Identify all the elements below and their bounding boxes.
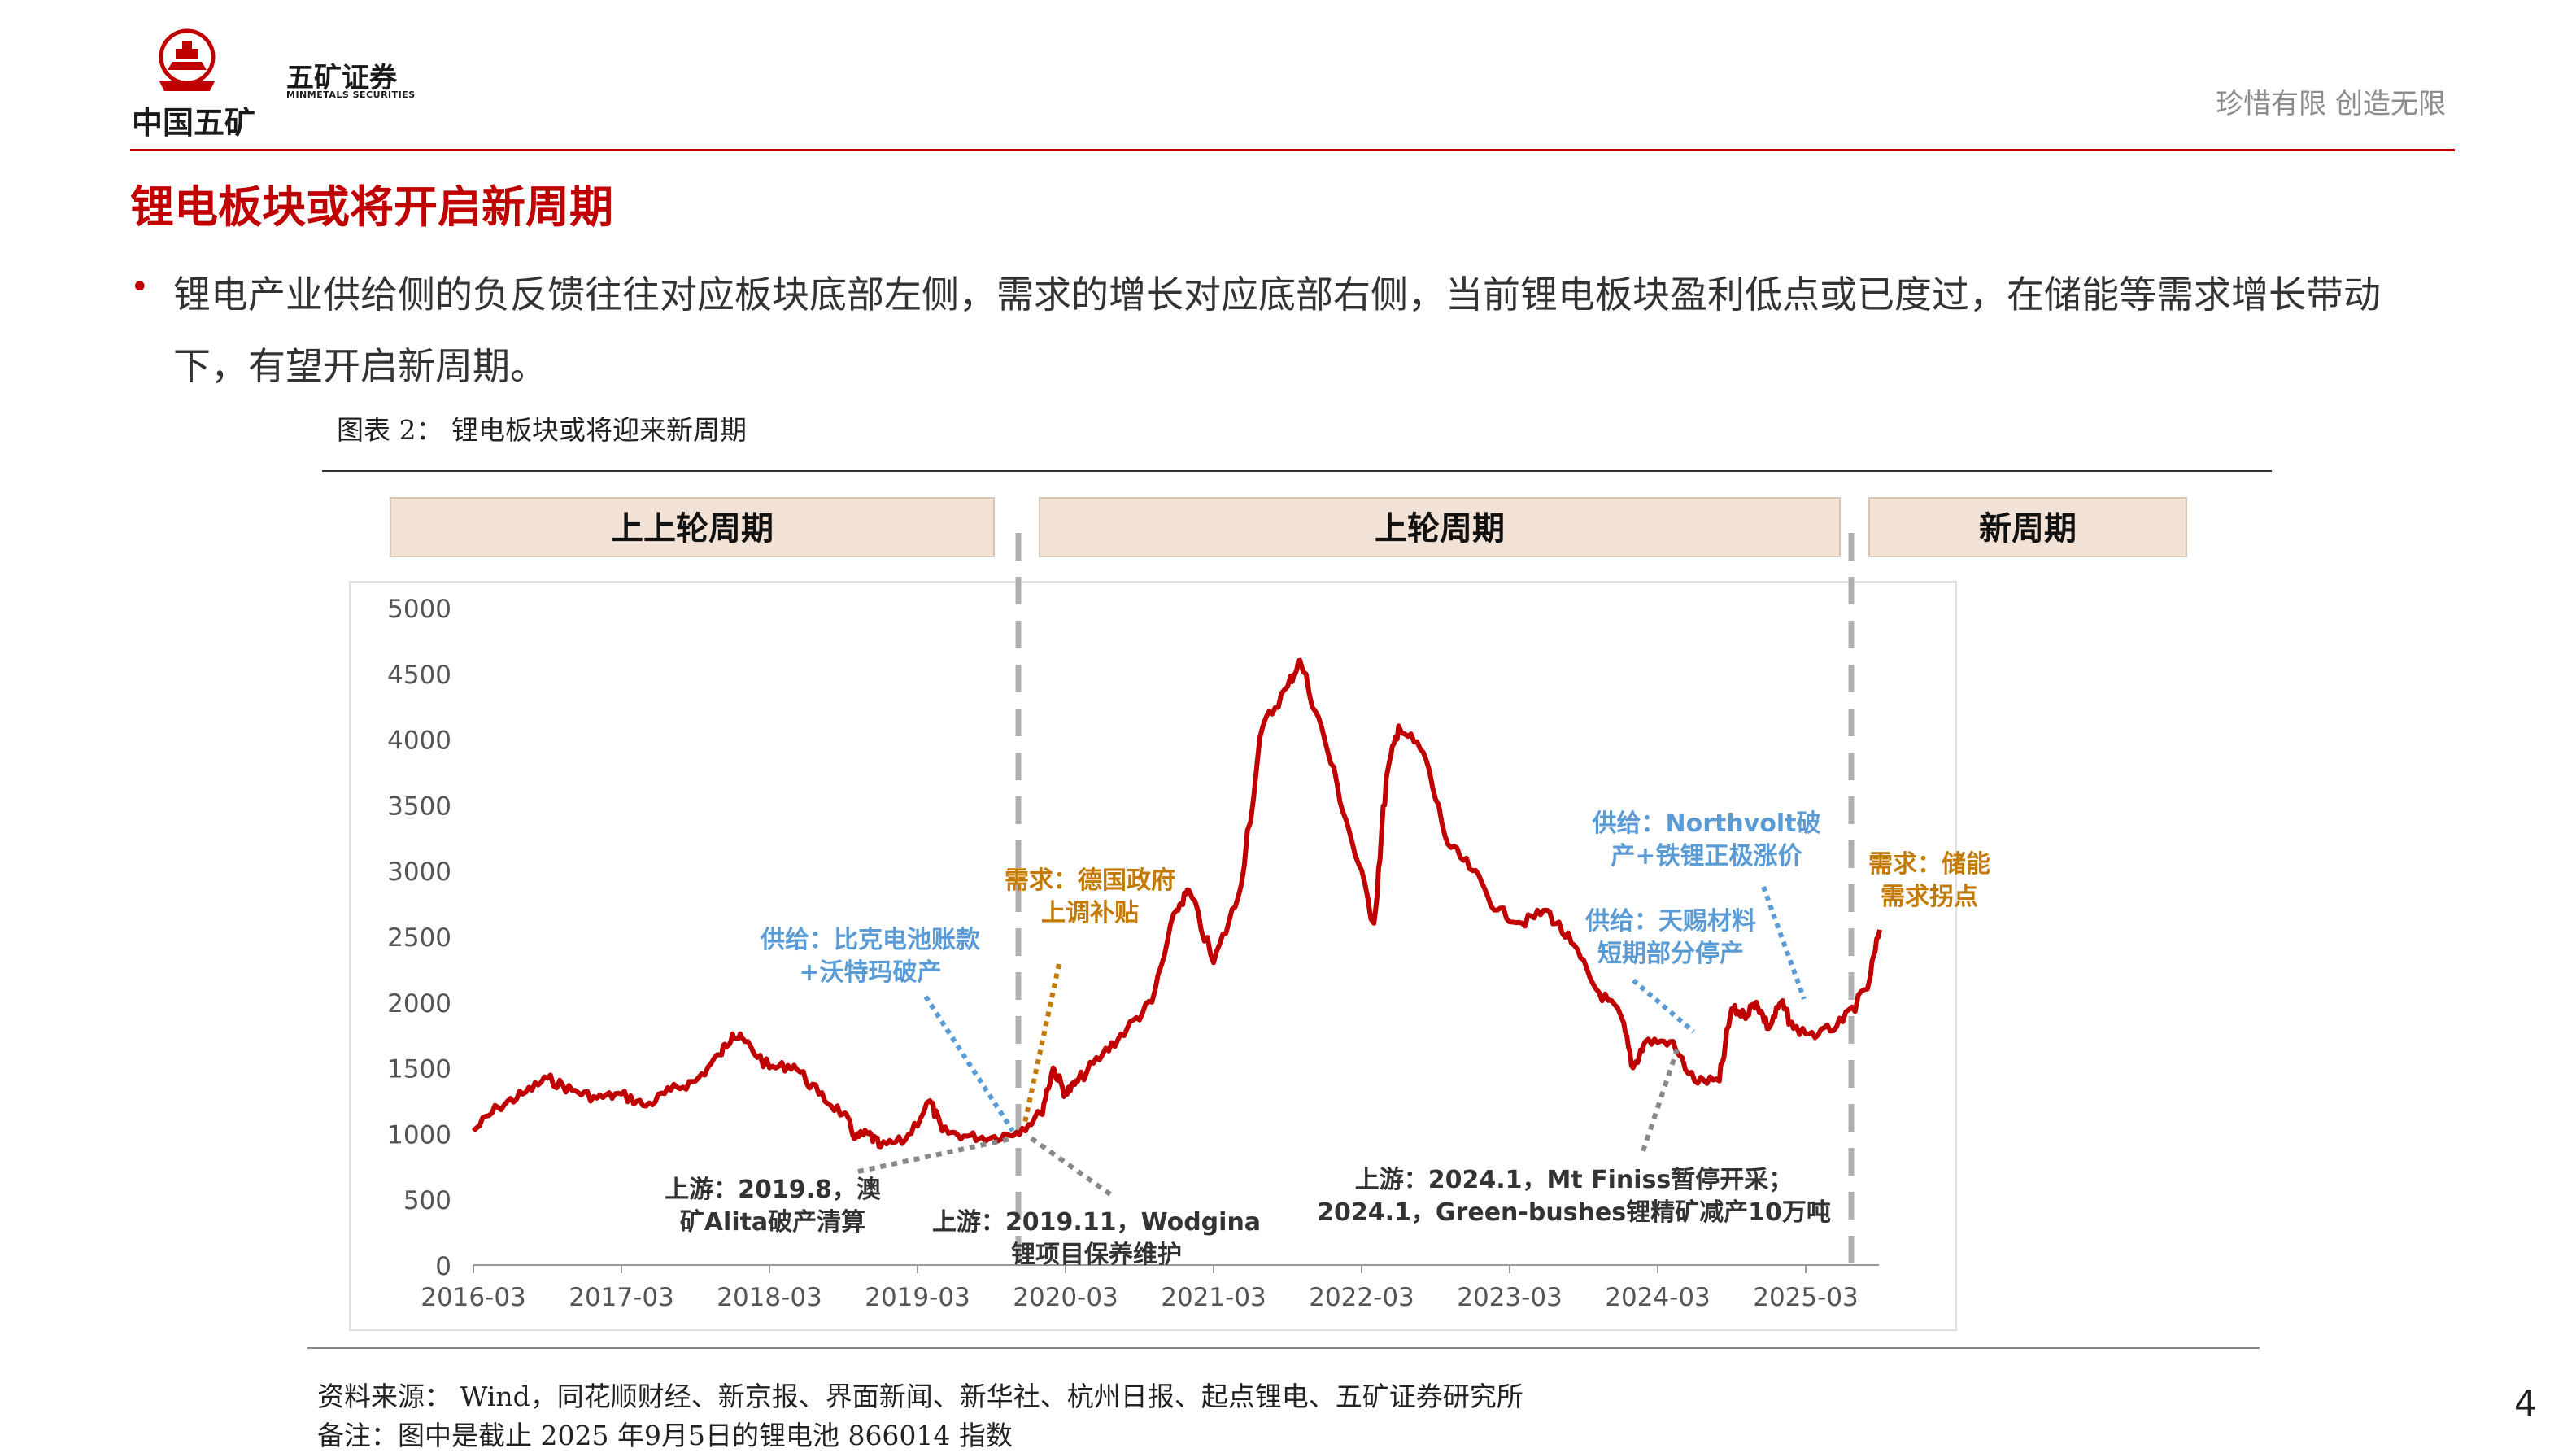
upstream-annotation: 2024.1，Green-bushes锂精矿减产10万吨 (1317, 1198, 1831, 1227)
x-tick-label: 2018-03 (717, 1283, 822, 1312)
upstream-annotation: 矿Alita破产清算 (680, 1208, 865, 1237)
phase-banner (390, 497, 995, 557)
x-tick-label: 2019-03 (865, 1283, 970, 1312)
y-tick-label: 4500 (387, 661, 451, 690)
x-tick-label: 2020-03 (1013, 1283, 1118, 1312)
annotation-leader (1025, 1132, 1112, 1197)
annotation-leader (923, 995, 1015, 1132)
annotation-leader (857, 1137, 1011, 1174)
y-tick-label: 5000 (387, 595, 451, 624)
upstream-annotation: 上游：2019.11，Wodgina (932, 1208, 1261, 1237)
upstream-annotation: 上游：2019.8，澳 (665, 1176, 882, 1204)
china-minmetals-logo (159, 28, 216, 91)
y-tick-label: 2000 (387, 989, 451, 1019)
x-tick-label: 2021-03 (1161, 1283, 1266, 1312)
bullet-text: 锂电产业供给侧的负反馈往往对应板块底部左侧，需求的增长对应底部右侧，当前锂电板块… (173, 273, 2381, 388)
plot-frame (349, 581, 1957, 1331)
upstream-annotation: 上游：2024.1，Mt Finiss暂停开采； (1355, 1166, 1794, 1194)
phase-banner (1868, 497, 2187, 557)
figure-bottom-rule (307, 1347, 2260, 1349)
figure-top-rule (322, 470, 2272, 472)
page-title: 锂电板块或将开启新周期 (130, 181, 613, 233)
brand-name-cn: 五矿证券 (286, 62, 397, 94)
logo-text-cn: 中国五矿 (132, 105, 256, 141)
y-tick-label: 1500 (387, 1055, 451, 1084)
x-tick-label: 2022-03 (1309, 1283, 1414, 1312)
x-tick-label: 2016-03 (421, 1283, 526, 1312)
annotation-leader (1632, 978, 1695, 1034)
y-tick-label: 1000 (387, 1120, 451, 1150)
brand-name-en: MINMETALS SECURITIES (286, 89, 416, 100)
phase-label: 新周期 (1979, 510, 2077, 548)
phase-banner (1039, 497, 1841, 557)
supply-annotation: 供给：天赐材料 (1584, 907, 1756, 936)
y-tick-label: 3500 (387, 792, 451, 821)
supply-annotation: 产+铁锂正极涨价 (1611, 842, 1802, 870)
y-tick-label: 500 (403, 1186, 451, 1215)
y-tick-label: 4000 (387, 726, 451, 756)
header-divider (130, 149, 2455, 151)
bullet-marker: • (130, 268, 150, 306)
supply-annotation: 供给：比克电池账款 (760, 926, 981, 954)
x-tick-label: 2017-03 (569, 1283, 674, 1312)
x-tick-label: 2023-03 (1457, 1283, 1563, 1312)
source-note: 资料来源： Wind，同花顺财经、新京报、界面新闻、新华社、杭州日报、起点锂电、… (317, 1381, 1523, 1412)
index-line (471, 657, 1882, 1150)
remark-note: 备注：图中是截止 2025 年9月5日的锂电池 866014 指数 (317, 1420, 1013, 1451)
phase-label: 上上轮周期 (611, 510, 774, 548)
upstream-annotation: 锂项目保养维护 (1011, 1241, 1182, 1269)
demand-annotation: 上调补贴 (1041, 899, 1139, 927)
demand-annotation: 需求拐点 (1881, 883, 1978, 911)
figure-title: 图表 2： 锂电板块或将迎来新周期 (337, 414, 747, 446)
demand-annotation: 需求：储能 (1868, 850, 1990, 879)
y-tick-label: 0 (435, 1252, 451, 1281)
annotation-leader (1761, 885, 1807, 1001)
supply-annotation: 短期部分停产 (1597, 940, 1744, 968)
demand-annotation: 需求：德国政府 (1005, 866, 1175, 895)
page-number: 4 (2514, 1383, 2537, 1425)
y-tick-label: 2500 (387, 923, 451, 953)
supply-annotation: 供给：Northvolt破 (1591, 809, 1820, 838)
y-tick-label: 3000 (387, 857, 451, 887)
annotation-leader (1022, 963, 1061, 1124)
x-tick-label: 2024-03 (1605, 1283, 1711, 1312)
slogan: 珍惜有限 创造无限 (2216, 88, 2446, 120)
phase-label: 上轮周期 (1375, 510, 1505, 548)
annotation-leader (1641, 1049, 1680, 1152)
supply-annotation: +沃特玛破产 (799, 958, 941, 987)
x-tick-label: 2025-03 (1753, 1283, 1859, 1312)
